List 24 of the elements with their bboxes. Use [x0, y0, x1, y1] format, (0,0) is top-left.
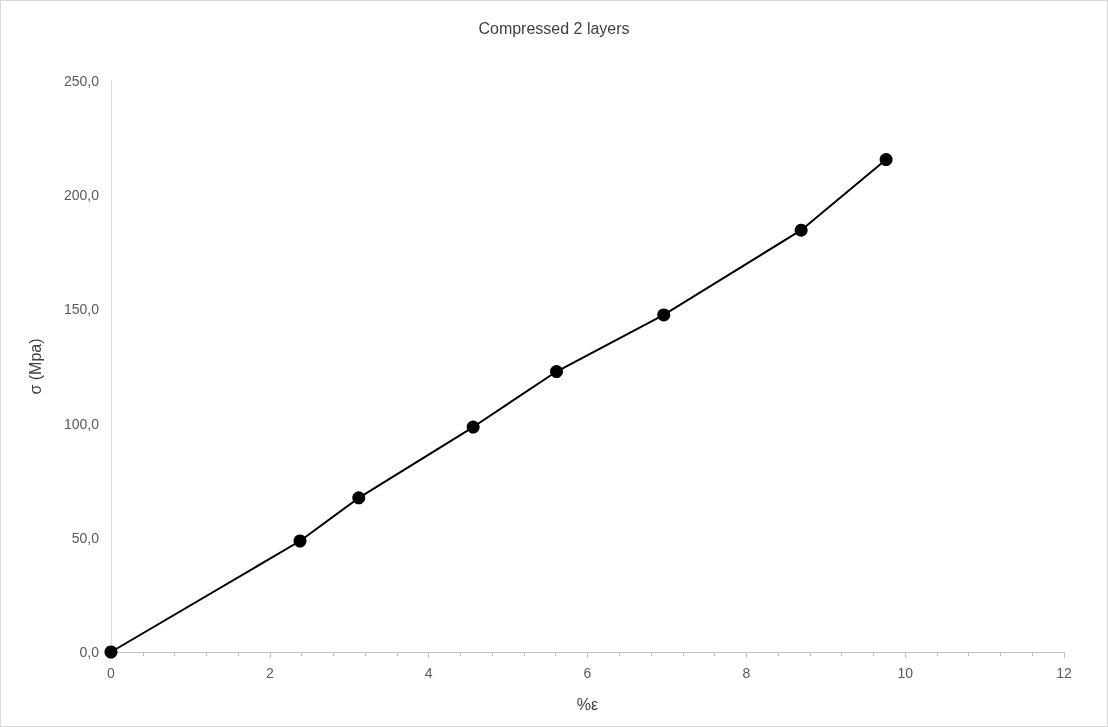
point	[104, 645, 118, 659]
point	[794, 223, 808, 237]
x-tick-label: 0	[107, 665, 116, 681]
point	[293, 534, 307, 548]
chart-title: Compressed 2 layers	[478, 19, 630, 37]
x-tick-label: 12	[1056, 665, 1072, 681]
x-tick-label: 4	[424, 665, 433, 681]
y-tick-label: 250,0	[63, 73, 100, 89]
point	[879, 153, 893, 167]
y-tick-label: 50,0	[71, 529, 100, 546]
x-tick-label: 6	[583, 665, 592, 681]
y-tick-label: 0,0	[79, 644, 100, 660]
point	[550, 365, 564, 379]
y-tick-label: 200,0	[63, 187, 100, 204]
y-tick-label: 150,0	[63, 301, 100, 318]
x-tick-label: 2	[265, 665, 274, 681]
point	[657, 308, 671, 322]
x-axis-title: %ε	[576, 695, 599, 713]
x-tick-label: 10	[897, 665, 914, 681]
y-axis-title: σ (Mpa)	[26, 338, 44, 395]
x-tick-label: 8	[742, 665, 751, 681]
y-tick-label: 100,0	[63, 415, 100, 432]
point	[466, 420, 480, 434]
point	[352, 491, 366, 505]
